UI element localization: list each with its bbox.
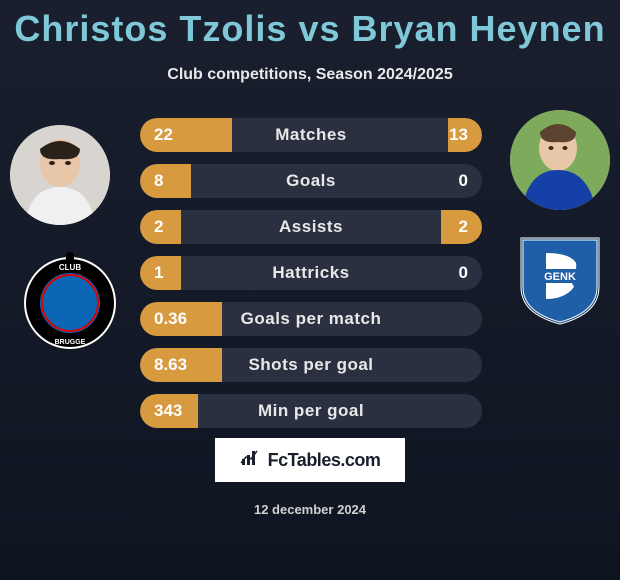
player-left-avatar [10,125,110,225]
stat-label: Goals [286,171,336,191]
stat-row-min-per-goal: 343 Min per goal [140,394,482,428]
stat-row-goals-per-match: 0.36 Goals per match [140,302,482,336]
stat-val-right: 0 [459,171,468,191]
svg-text:KRC: KRC [555,263,566,269]
svg-text:GENK: GENK [544,271,576,283]
stat-row-goals: 8 Goals 0 [140,164,482,198]
stat-row-assists: 2 Assists 2 [140,210,482,244]
stat-val-right: 13 [449,125,468,145]
club-left-badge: CLUB BRUGGE [20,250,120,350]
footer-date: 12 december 2024 [254,502,366,517]
stat-val-left: 22 [154,125,173,145]
stat-val-left: 2 [154,217,163,237]
svg-text:BRUGGE: BRUGGE [55,339,86,346]
stat-val-left: 8 [154,171,163,191]
player-right-avatar [510,110,610,210]
subtitle: Club competitions, Season 2024/2025 [0,66,620,84]
svg-text:CLUB: CLUB [59,263,81,272]
stat-val-left: 1 [154,263,163,283]
stat-label: Min per goal [258,401,364,421]
stat-label: Assists [279,217,343,237]
stat-label: Hattricks [272,263,349,283]
stat-val-left: 8.63 [154,355,187,375]
footer-brand-text: FcTables.com [268,450,381,471]
page-title: Christos Tzolis vs Bryan Heynen [0,0,620,50]
stat-val-left: 0.36 [154,309,187,329]
stat-row-shots-per-goal: 8.63 Shots per goal [140,348,482,382]
stats-container: 22 Matches 13 8 Goals 0 2 Assists 2 1 Ha… [140,118,482,440]
stat-val-right: 0 [459,263,468,283]
stat-val-right: 2 [459,217,468,237]
club-right-badge: GENK KRC [510,225,610,325]
stat-val-left: 343 [154,401,182,421]
stat-label: Goals per match [241,309,382,329]
stat-fill-left [140,164,191,198]
stat-row-hattricks: 1 Hattricks 0 [140,256,482,290]
stat-label: Matches [275,125,347,145]
stat-row-matches: 22 Matches 13 [140,118,482,152]
bar-chart-icon [240,449,262,472]
footer-brand: FcTables.com [215,438,405,482]
stat-label: Shots per goal [248,355,373,375]
